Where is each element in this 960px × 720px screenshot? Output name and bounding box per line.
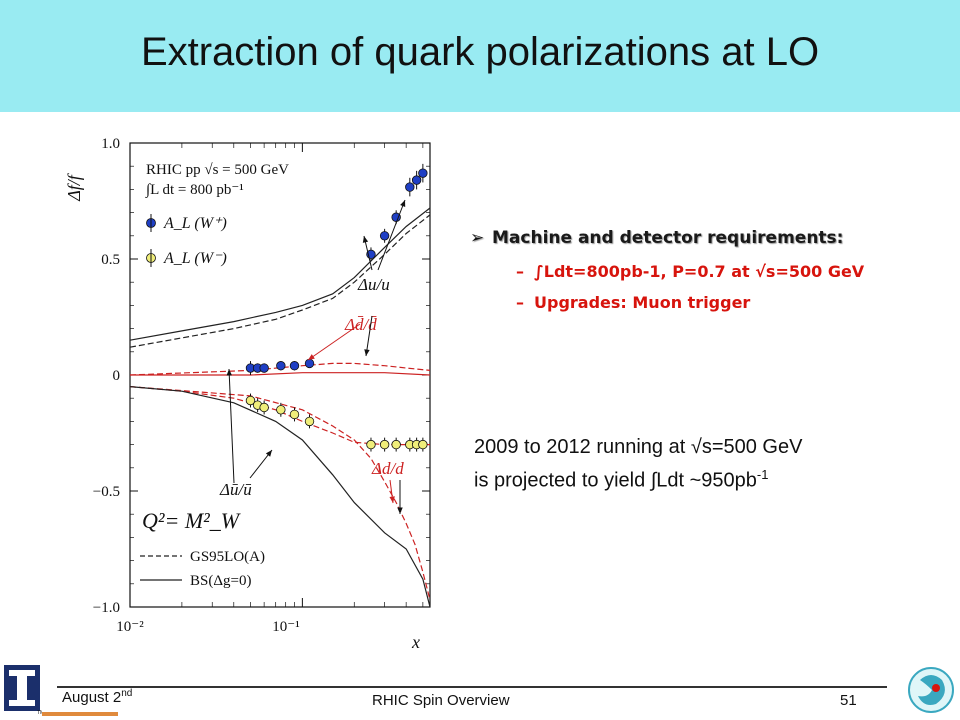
wplus-data-point: [418, 168, 428, 178]
y-axis-label: Δf/f: [64, 172, 84, 202]
dash-bullet: –: [516, 293, 524, 312]
projection-line1: 2009 to 2012 running at √s=500 GeV: [474, 436, 803, 458]
footer-center-title: RHIC Spin Overview: [372, 692, 510, 709]
y-tick-minus-0-5: −0.5: [93, 484, 120, 500]
wminus-data-point: [379, 439, 390, 450]
y-tick-1-0: 1.0: [101, 136, 120, 152]
curve-du_gs: [129, 214, 431, 348]
requirement-item: – Upgrades: Muon trigger: [516, 293, 950, 312]
curve-ubar_gs: [129, 386, 430, 446]
footer-date: August 2nd: [62, 688, 132, 706]
arrow-delta-u-2: [377, 199, 406, 271]
wminus-data-point: [366, 439, 376, 450]
logo-trademark: TM: [37, 710, 42, 715]
arrow-delta-u-2-head: [400, 200, 406, 207]
requirement-upgrades: Upgrades: Muon trigger: [534, 293, 751, 312]
arrow-delta-dbar-1-head: [308, 354, 315, 360]
wminus-data-point: [391, 439, 401, 450]
arrow-delta-u-1-head: [362, 236, 369, 243]
projection-line2-sup: -1: [756, 467, 769, 482]
wminus-data-point: [304, 416, 315, 427]
requirement-item: – ∫Ldt=800pb-1, P=0.7 at √s=500 GeV: [516, 262, 950, 281]
wplus-data-point: [276, 361, 286, 371]
slide-title: Extraction of quark polarizations at LO: [140, 30, 820, 74]
rhic-spin-logo-icon: [908, 667, 954, 713]
wminus-data-point: [259, 402, 269, 413]
chart-points: [245, 163, 428, 452]
y-tick-0-5: 0.5: [101, 252, 120, 268]
projection-line2-text: is projected to yield ∫Ldt ~950pb: [474, 469, 757, 492]
y-tick-minus-1-0: −1.0: [93, 600, 120, 616]
x-axis-label: x: [411, 632, 420, 652]
arrow-bullet-icon: ➢: [470, 228, 485, 248]
requirements-heading-text: Machine and detector requirements:: [492, 228, 844, 248]
wplus-data-point: [304, 358, 315, 369]
annotation-delta-ubar: Δū/ū: [219, 480, 252, 499]
legend-gs-label: GS95LO(A): [190, 549, 265, 565]
footer-date-text: August 2: [62, 689, 122, 706]
requirements-list: ➢ Machine and detector requirements: – ∫Ld…: [470, 228, 950, 324]
wminus-data-point: [289, 409, 300, 420]
wminus-data-point: [276, 405, 286, 415]
legend-header-line1: RHIC pp √s = 500 GeV: [146, 162, 289, 178]
title-bar: Extraction of quark polarizations at LO: [0, 0, 960, 112]
arrow-delta-ubar-2-head: [265, 450, 272, 457]
curve-dd_gs: [129, 386, 431, 601]
legend-bs-label: BS(Δg=0): [190, 573, 251, 589]
arrow-delta-d-1-head: [389, 496, 395, 503]
x-tick-1e-1: 10⁻¹: [272, 619, 299, 635]
requirement-luminosity: ∫Ldt=800pb-1, P=0.7 at √s=500 GeV: [534, 262, 865, 281]
wplus-data-point: [379, 231, 390, 241]
requirements-heading: ➢ Machine and detector requirements:: [470, 228, 950, 248]
dash-bullet: –: [516, 262, 524, 281]
curve-du_bs: [129, 207, 431, 341]
illinois-logo-icon: TM: [2, 663, 42, 715]
wplus-data-point: [405, 182, 415, 192]
wplus-data-point: [259, 363, 269, 373]
x-tick-1e-2: 10⁻²: [116, 619, 144, 635]
arrow-delta-d-2-head: [397, 507, 403, 514]
projection-note: 2009 to 2012 running at √s=500 GeV is pr…: [474, 434, 802, 495]
annotation-delta-d: Δd/d: [371, 459, 404, 478]
chart-text: Δf/f x 10⁻² 10⁻¹ 1.0 0.5 0 −0.5 −1.0 RHI…: [64, 136, 420, 652]
arrow-delta-dbar-1: [307, 323, 361, 361]
curve-dd_bs: [129, 386, 431, 608]
polarization-chart: Δf/f x 10⁻² 10⁻¹ 1.0 0.5 0 −0.5 −1.0 RHI…: [64, 136, 431, 652]
annotation-arrows: [226, 199, 406, 514]
projection-line2: is projected to yield ∫Ldt ~950pb-1: [474, 461, 802, 495]
scale-label: Q²= M²_W: [142, 508, 241, 533]
arrow-delta-ubar-1: [228, 368, 235, 484]
legend-wplus-label: A_L (W⁺): [163, 215, 227, 232]
legend-wminus-label: A_L (W⁻): [163, 250, 227, 267]
legend-header-line2: ∫L dt = 800 pb⁻¹: [145, 182, 244, 198]
logo-accent-bar: [42, 712, 118, 716]
footer-page-number: 51: [840, 692, 857, 709]
arrow-delta-ubar-1-head: [226, 369, 233, 376]
wplus-data-point: [411, 175, 422, 185]
arrow-delta-dbar-2-head: [364, 349, 370, 356]
arrow-delta-dbar-2: [365, 315, 373, 357]
wminus-data-point: [245, 395, 256, 406]
y-tick-0: 0: [113, 368, 121, 384]
wminus-data-point: [418, 439, 428, 450]
footer-rule: [57, 686, 887, 688]
annotation-delta-u: Δu/u: [357, 275, 390, 294]
wplus-data-point: [289, 361, 300, 371]
footer-date-sup: nd: [121, 688, 133, 699]
